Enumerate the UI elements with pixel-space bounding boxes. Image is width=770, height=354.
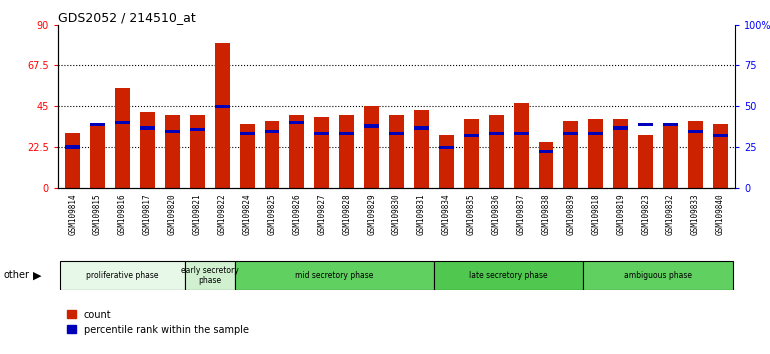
- Bar: [140, 126, 155, 130]
- Bar: [215, 43, 229, 188]
- Bar: [663, 124, 678, 188]
- Bar: [189, 115, 205, 188]
- Bar: [613, 126, 628, 130]
- Text: other: other: [4, 270, 30, 280]
- Text: ambiguous phase: ambiguous phase: [624, 271, 692, 280]
- Bar: [165, 115, 180, 188]
- Bar: [414, 110, 429, 188]
- Bar: [115, 121, 130, 124]
- Bar: [239, 132, 255, 135]
- Text: GSM109816: GSM109816: [118, 193, 127, 235]
- Bar: [688, 130, 703, 133]
- Bar: [90, 123, 105, 126]
- Bar: [65, 133, 80, 188]
- Bar: [514, 132, 528, 135]
- Text: proliferative phase: proliferative phase: [86, 271, 159, 280]
- Bar: [314, 132, 330, 135]
- Text: GSM109833: GSM109833: [691, 193, 700, 235]
- Bar: [340, 132, 354, 135]
- Text: GSM109815: GSM109815: [93, 193, 102, 235]
- Text: GSM109814: GSM109814: [69, 193, 77, 235]
- Bar: [713, 124, 728, 188]
- Bar: [140, 112, 155, 188]
- Text: GSM109818: GSM109818: [591, 193, 601, 235]
- Bar: [235, 261, 434, 290]
- Text: GSM109835: GSM109835: [467, 193, 476, 235]
- Bar: [439, 135, 454, 188]
- Text: GSM109821: GSM109821: [192, 193, 202, 235]
- Bar: [65, 145, 80, 149]
- Text: GSM109836: GSM109836: [492, 193, 501, 235]
- Text: GSM109831: GSM109831: [417, 193, 426, 235]
- Bar: [713, 133, 728, 137]
- Text: GSM109822: GSM109822: [218, 193, 226, 235]
- Text: GSM109837: GSM109837: [517, 193, 526, 235]
- Text: GSM109840: GSM109840: [716, 193, 725, 235]
- Bar: [638, 123, 653, 126]
- Text: GSM109824: GSM109824: [243, 193, 252, 235]
- Text: GSM109823: GSM109823: [641, 193, 650, 235]
- Bar: [464, 119, 479, 188]
- Text: GSM109817: GSM109817: [143, 193, 152, 235]
- Text: early secretory
phase: early secretory phase: [181, 266, 239, 285]
- Bar: [165, 130, 180, 133]
- Bar: [489, 132, 504, 135]
- Bar: [290, 115, 304, 188]
- Bar: [60, 261, 185, 290]
- Bar: [538, 150, 554, 153]
- Bar: [265, 121, 280, 188]
- Bar: [389, 132, 404, 135]
- Bar: [185, 261, 235, 290]
- Bar: [364, 125, 379, 128]
- Bar: [290, 121, 304, 124]
- Text: GSM109830: GSM109830: [392, 193, 401, 235]
- Bar: [538, 142, 554, 188]
- Bar: [514, 103, 528, 188]
- Bar: [215, 104, 229, 108]
- Text: mid secretory phase: mid secretory phase: [295, 271, 373, 280]
- Bar: [588, 119, 604, 188]
- Text: GDS2052 / 214510_at: GDS2052 / 214510_at: [58, 11, 196, 24]
- Bar: [90, 124, 105, 188]
- Bar: [239, 124, 255, 188]
- Bar: [663, 123, 678, 126]
- Bar: [489, 115, 504, 188]
- Bar: [434, 261, 584, 290]
- Bar: [364, 106, 379, 188]
- Text: GSM109829: GSM109829: [367, 193, 376, 235]
- Bar: [588, 132, 604, 135]
- Bar: [189, 128, 205, 131]
- Bar: [265, 130, 280, 133]
- Text: GSM109832: GSM109832: [666, 193, 675, 235]
- Text: GSM109838: GSM109838: [541, 193, 551, 235]
- Bar: [389, 115, 404, 188]
- Bar: [439, 146, 454, 149]
- Text: GSM109826: GSM109826: [293, 193, 301, 235]
- Legend: count, percentile rank within the sample: count, percentile rank within the sample: [62, 306, 253, 338]
- Text: GSM109819: GSM109819: [616, 193, 625, 235]
- Text: GSM109827: GSM109827: [317, 193, 326, 235]
- Text: GSM109834: GSM109834: [442, 193, 451, 235]
- Text: GSM109839: GSM109839: [567, 193, 575, 235]
- Bar: [464, 133, 479, 137]
- Text: ▶: ▶: [32, 270, 42, 280]
- Bar: [564, 132, 578, 135]
- Text: late secretory phase: late secretory phase: [470, 271, 548, 280]
- Bar: [638, 135, 653, 188]
- Bar: [115, 88, 130, 188]
- Bar: [340, 115, 354, 188]
- Bar: [314, 117, 330, 188]
- Bar: [688, 121, 703, 188]
- Text: GSM109825: GSM109825: [267, 193, 276, 235]
- Bar: [613, 119, 628, 188]
- Bar: [564, 121, 578, 188]
- Text: GSM109820: GSM109820: [168, 193, 177, 235]
- Bar: [584, 261, 733, 290]
- Bar: [414, 126, 429, 130]
- Text: GSM109828: GSM109828: [342, 193, 351, 235]
